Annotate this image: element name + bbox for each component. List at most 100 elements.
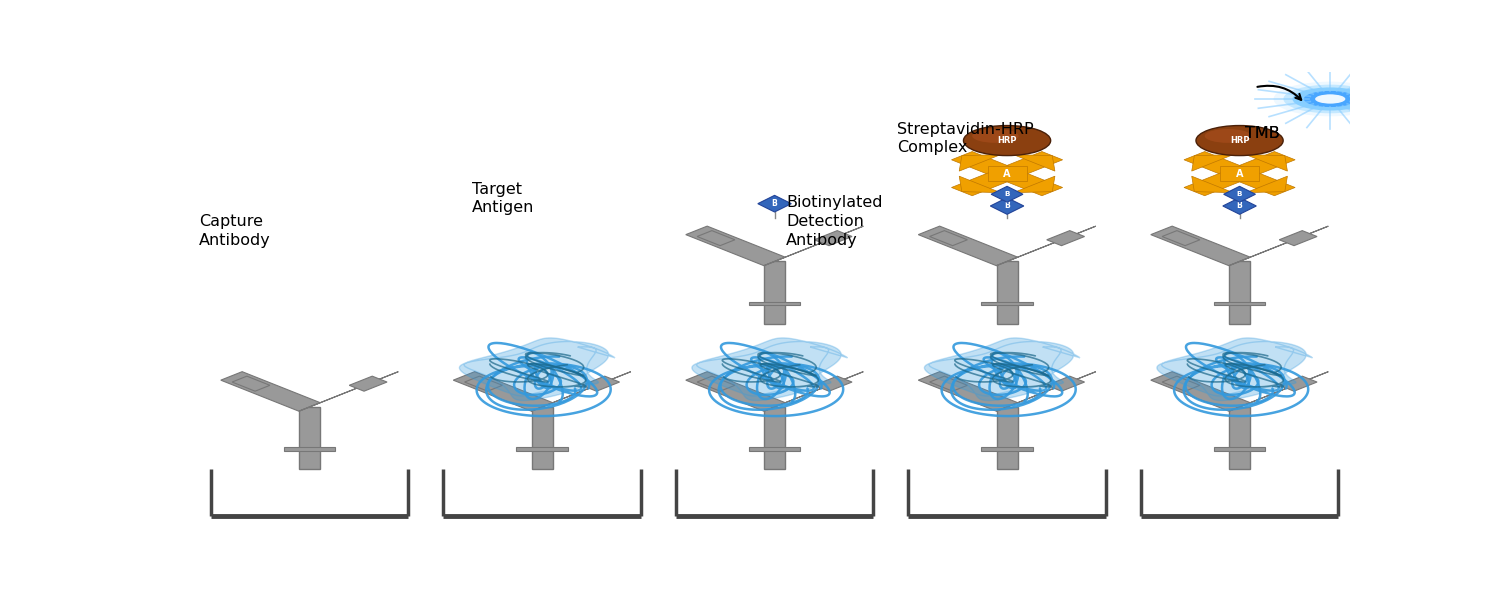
Polygon shape xyxy=(1150,226,1250,266)
Bar xyxy=(1214,302,1264,305)
Ellipse shape xyxy=(963,125,1050,155)
Polygon shape xyxy=(951,152,1017,178)
Text: A: A xyxy=(1236,169,1244,179)
Polygon shape xyxy=(1184,170,1250,196)
Polygon shape xyxy=(1150,371,1250,411)
Polygon shape xyxy=(1156,338,1312,401)
FancyBboxPatch shape xyxy=(996,262,1017,324)
Polygon shape xyxy=(698,230,735,245)
FancyBboxPatch shape xyxy=(764,407,784,469)
Polygon shape xyxy=(1280,376,1317,391)
Bar xyxy=(748,302,800,305)
Polygon shape xyxy=(758,196,792,212)
Polygon shape xyxy=(686,226,784,266)
Polygon shape xyxy=(958,176,1000,193)
Polygon shape xyxy=(918,371,1017,411)
Text: B: B xyxy=(1236,202,1242,211)
FancyBboxPatch shape xyxy=(987,166,1026,181)
Ellipse shape xyxy=(1196,125,1282,155)
Polygon shape xyxy=(1280,230,1317,245)
FancyBboxPatch shape xyxy=(996,407,1017,469)
Polygon shape xyxy=(453,371,552,411)
Polygon shape xyxy=(1191,176,1233,193)
Polygon shape xyxy=(1162,230,1200,245)
Polygon shape xyxy=(990,197,1024,214)
FancyBboxPatch shape xyxy=(1228,407,1250,469)
Polygon shape xyxy=(996,152,1062,178)
Text: TMB: TMB xyxy=(1245,127,1280,141)
Text: B: B xyxy=(1004,202,1010,211)
Ellipse shape xyxy=(1204,129,1251,143)
Ellipse shape xyxy=(1304,91,1356,107)
Polygon shape xyxy=(951,170,1017,196)
Polygon shape xyxy=(1228,226,1329,266)
Text: A: A xyxy=(1004,169,1011,179)
Polygon shape xyxy=(815,230,852,245)
Polygon shape xyxy=(918,226,1017,266)
Bar xyxy=(748,447,800,451)
Ellipse shape xyxy=(1293,88,1368,110)
FancyBboxPatch shape xyxy=(298,407,320,469)
Polygon shape xyxy=(220,371,320,411)
Ellipse shape xyxy=(972,129,1018,143)
Polygon shape xyxy=(1191,155,1233,171)
Polygon shape xyxy=(992,187,1023,202)
Polygon shape xyxy=(1047,230,1084,245)
Bar xyxy=(284,447,334,451)
Polygon shape xyxy=(531,371,632,411)
Polygon shape xyxy=(996,170,1062,196)
Polygon shape xyxy=(1246,155,1287,171)
Text: HRP: HRP xyxy=(998,136,1017,145)
Ellipse shape xyxy=(1284,85,1377,113)
Polygon shape xyxy=(465,376,503,391)
Bar xyxy=(1214,447,1264,451)
Text: Target
Antigen: Target Antigen xyxy=(472,182,534,215)
Bar xyxy=(981,302,1032,305)
Text: Capture
Antibody: Capture Antibody xyxy=(200,214,272,248)
Polygon shape xyxy=(350,376,387,391)
Polygon shape xyxy=(996,371,1096,411)
FancyBboxPatch shape xyxy=(531,407,552,469)
Polygon shape xyxy=(1228,371,1329,411)
Polygon shape xyxy=(1162,376,1200,391)
Text: TMB: TMB xyxy=(1245,127,1280,141)
Text: Biotinylated
Detection
Antibody: Biotinylated Detection Antibody xyxy=(786,196,882,248)
Polygon shape xyxy=(1228,152,1294,178)
Polygon shape xyxy=(692,338,847,401)
Polygon shape xyxy=(1246,176,1287,193)
Polygon shape xyxy=(930,376,968,391)
Polygon shape xyxy=(459,338,615,401)
Polygon shape xyxy=(232,376,270,391)
Bar xyxy=(981,447,1032,451)
Polygon shape xyxy=(1014,155,1054,171)
Polygon shape xyxy=(958,155,1000,171)
Ellipse shape xyxy=(1317,95,1342,103)
Polygon shape xyxy=(815,376,852,391)
Polygon shape xyxy=(1222,197,1257,214)
Polygon shape xyxy=(1047,376,1084,391)
Text: B: B xyxy=(1005,191,1010,197)
FancyBboxPatch shape xyxy=(764,262,784,324)
FancyBboxPatch shape xyxy=(1220,166,1258,181)
Polygon shape xyxy=(764,226,864,266)
Polygon shape xyxy=(1224,187,1256,202)
Polygon shape xyxy=(764,371,864,411)
Polygon shape xyxy=(582,376,620,391)
Polygon shape xyxy=(930,230,968,245)
Text: B: B xyxy=(1238,191,1242,197)
Polygon shape xyxy=(298,371,399,411)
Bar xyxy=(516,447,567,451)
Polygon shape xyxy=(1014,176,1054,193)
Polygon shape xyxy=(924,338,1080,401)
Ellipse shape xyxy=(1316,94,1346,104)
Text: B: B xyxy=(771,199,777,208)
FancyBboxPatch shape xyxy=(1228,262,1250,324)
Polygon shape xyxy=(698,376,735,391)
Polygon shape xyxy=(1184,152,1250,178)
Polygon shape xyxy=(686,371,784,411)
Ellipse shape xyxy=(1274,82,1388,116)
Polygon shape xyxy=(996,226,1096,266)
Polygon shape xyxy=(1228,170,1294,196)
Text: Streptavidin-HRP
Complex: Streptavidin-HRP Complex xyxy=(897,122,1034,155)
Text: HRP: HRP xyxy=(1230,136,1250,145)
